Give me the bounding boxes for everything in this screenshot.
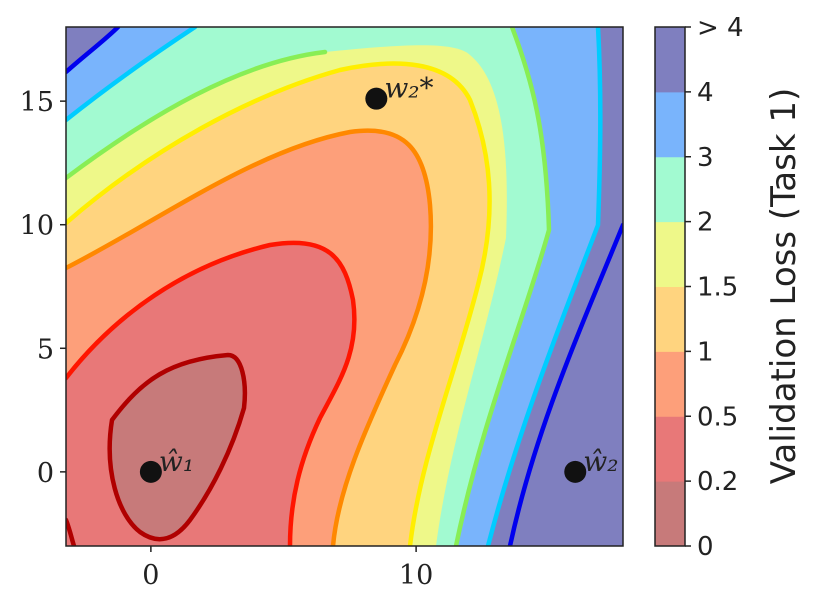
plot-frame <box>65 26 624 547</box>
colorbar-tick-label: 4 <box>697 78 714 108</box>
point-label: ŵ₂ <box>583 445 618 478</box>
point-label: w₂* <box>384 72 433 105</box>
colorbar-tick-label: > 4 <box>697 13 744 43</box>
colorbar-tick-label: 0 <box>697 532 714 562</box>
data-points: ŵ₁ w₂* ŵ₂ <box>139 72 618 483</box>
y-axis-ticks: 0 5 10 15 <box>20 87 66 489</box>
colorbar-swatch <box>655 27 685 93</box>
region-0-0_2 <box>109 355 245 540</box>
colorbar-swatch <box>655 156 685 223</box>
colorbar-label: Validation Loss (Task 1) <box>764 88 804 484</box>
colorbar-tick-label: 1 <box>697 337 714 367</box>
colorbar-tick-label: 2 <box>697 208 714 238</box>
colorbar-swatch <box>655 286 685 352</box>
contour-line-4 <box>66 27 623 546</box>
point-marker <box>365 87 388 110</box>
x-axis-ticks: 0 10 <box>142 546 433 591</box>
colorbar-swatch <box>655 91 685 158</box>
y-tick-label: 15 <box>20 87 54 118</box>
contour-line-1 <box>66 128 434 546</box>
contour-line-0_5 <box>66 240 357 546</box>
y-tick-label: 10 <box>20 211 54 242</box>
colorbar: 0 0.2 0.5 1 1.5 2 3 4 > 4 <box>654 13 744 562</box>
colorbar-swatch <box>655 481 685 547</box>
point-marker <box>564 460 587 483</box>
contour-line-2 <box>66 27 552 546</box>
y-tick-label: 0 <box>37 458 54 489</box>
contour-lines <box>66 27 623 546</box>
contour-line-1_5 <box>66 61 492 546</box>
colorbar-tick-label: 3 <box>697 143 714 173</box>
x-tick-label: 10 <box>399 560 433 591</box>
colorbar-swatch <box>655 416 685 482</box>
colorbar-swatch <box>655 351 685 417</box>
contour-fills <box>66 27 623 546</box>
colorbar-tick-label: 1.5 <box>697 273 738 303</box>
contour-line-0_2 <box>107 352 248 542</box>
x-tick-label: 0 <box>142 560 159 591</box>
y-tick-label: 5 <box>37 334 54 365</box>
point-label: ŵ₁ <box>159 445 194 478</box>
contour-line-corner <box>66 517 77 546</box>
colorbar-tick-label: 0.5 <box>697 402 738 432</box>
point-marker <box>139 460 162 483</box>
colorbar-swatch <box>655 221 685 287</box>
colorbar-tick-label: 0.2 <box>697 467 738 497</box>
contour-line-3 <box>66 27 603 546</box>
